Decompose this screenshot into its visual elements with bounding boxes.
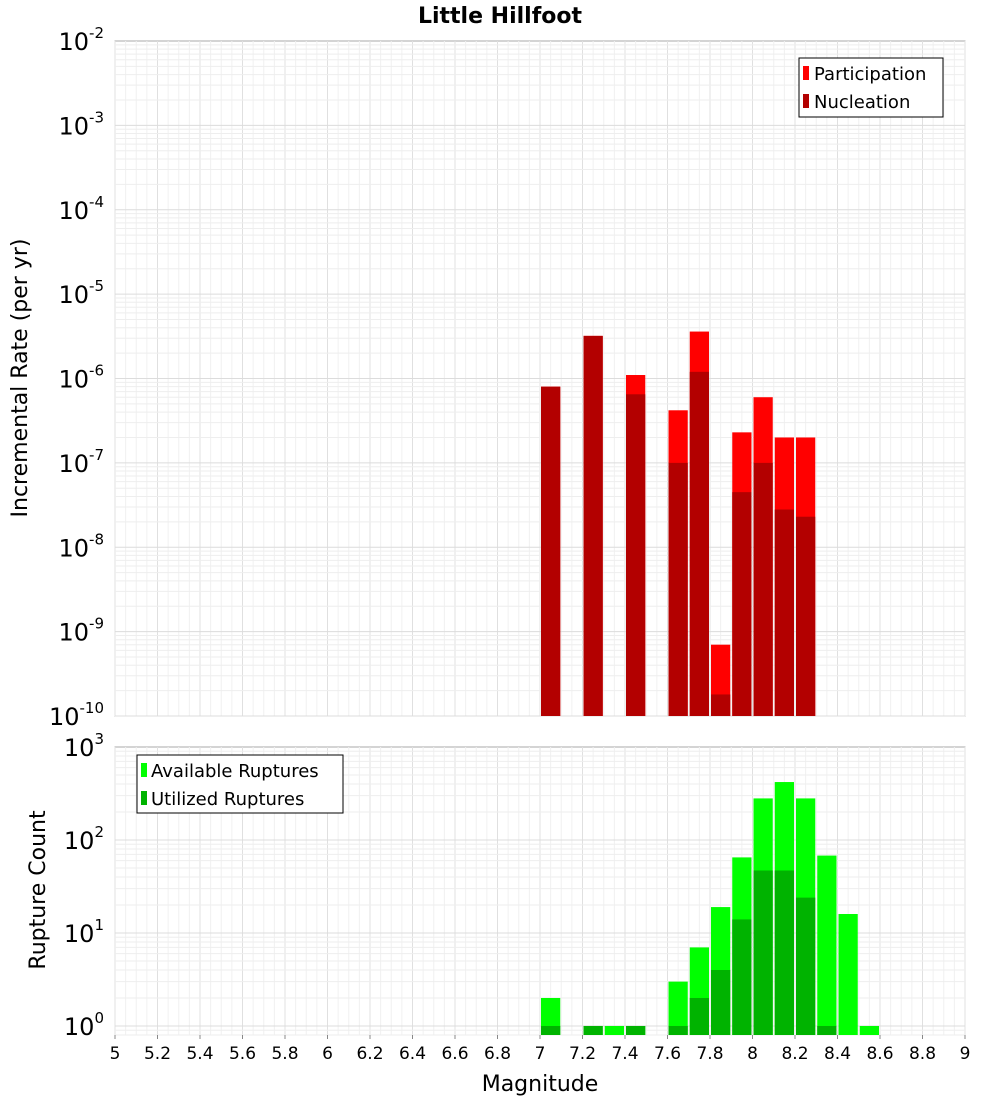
- x-tick-label: 6.6: [441, 1044, 468, 1064]
- bottom-y-tick-label: 102: [64, 823, 104, 855]
- top-y-tick-label: 10-7: [58, 446, 104, 478]
- top-y-tick-label: 10-4: [58, 193, 104, 225]
- x-tick-label: 9: [960, 1044, 971, 1064]
- rate-nucleation-bar: [583, 335, 603, 716]
- x-tick-label: 8: [747, 1044, 758, 1064]
- rate-nucleation-bar: [774, 509, 794, 716]
- bottom-y-tick-label: 101: [64, 916, 104, 948]
- rate-nucleation-bar: [732, 492, 752, 716]
- legend-swatch-participation: [803, 66, 809, 80]
- legend-swatch-utilized-ruptures: [141, 791, 147, 805]
- x-tick-label: 7.2: [569, 1044, 596, 1064]
- rate-nucleation-bar: [626, 394, 646, 716]
- count-utilized-ruptures-bar: [626, 1025, 646, 1035]
- rate-nucleation-bar: [796, 516, 816, 716]
- x-tick-label: 6: [322, 1044, 333, 1064]
- x-tick-label: 5.2: [144, 1044, 171, 1064]
- x-tick-label: 8.2: [781, 1044, 808, 1064]
- count-available-ruptures-bar: [604, 1025, 624, 1035]
- top-legend: Participation Nucleation: [798, 57, 944, 118]
- count-available-ruptures-bar: [817, 855, 837, 1035]
- top-y-tick-label: 10-10: [49, 699, 104, 731]
- legend-label-nucleation: Nucleation: [814, 92, 910, 113]
- count-utilized-ruptures-bar: [796, 897, 816, 1035]
- count-utilized-ruptures-bar: [732, 919, 752, 1035]
- count-utilized-ruptures-bar: [541, 1025, 561, 1035]
- x-tick-label: 5: [110, 1044, 121, 1064]
- x-tick-label: 7.4: [611, 1044, 638, 1064]
- top-y-tick-label: 10-9: [58, 615, 104, 647]
- top-y-ticks: 10-10 10-9 10-8 10-7 10-6 10-5 10-4 10-3 10-2: [49, 24, 104, 731]
- x-tick-label: 7: [535, 1044, 546, 1064]
- count-available-ruptures-bar: [838, 914, 858, 1035]
- x-tick-label: 5.8: [271, 1044, 298, 1064]
- legend-label-available-ruptures: Available Ruptures: [151, 761, 319, 782]
- count-utilized-ruptures-bar: [583, 1025, 603, 1035]
- count-available-ruptures-bar: [668, 981, 688, 1035]
- x-tick-label: 8.8: [909, 1044, 936, 1064]
- rate-nucleation-bar: [753, 462, 773, 717]
- bottom-y-axis-label: Rupture Count: [26, 810, 51, 970]
- x-tick-label: 6.4: [399, 1044, 426, 1064]
- x-tick-label: 8.6: [866, 1044, 893, 1064]
- legend-label-participation: Participation: [814, 64, 926, 85]
- count-utilized-ruptures-bar: [668, 1025, 688, 1035]
- bottom-y-tick-label: 100: [64, 1009, 104, 1041]
- top-y-tick-label: 10-5: [58, 277, 104, 309]
- chart-title: Little Hillfoot: [418, 4, 583, 29]
- bottom-y-ticks: 100 101 102 103: [64, 730, 104, 1041]
- rate-nucleation-bar: [711, 694, 731, 716]
- x-tick-label: 6.2: [356, 1044, 383, 1064]
- rate-nucleation-bar: [668, 462, 688, 717]
- bottom-legend: Available Ruptures Utilized Ruptures: [136, 754, 344, 814]
- top-y-axis-label: Incremental Rate (per yr): [8, 239, 33, 518]
- legend-label-utilized-ruptures: Utilized Ruptures: [151, 789, 304, 810]
- top-bars: [541, 331, 816, 717]
- count-available-ruptures-bar: [859, 1025, 879, 1035]
- count-utilized-ruptures-bar: [711, 970, 731, 1035]
- x-tick-label: 5.6: [229, 1044, 256, 1064]
- x-tick-label: 7.6: [654, 1044, 681, 1064]
- rate-nucleation-bar: [689, 371, 709, 716]
- bottom-legend-box: [136, 754, 344, 814]
- legend-swatch-available-ruptures: [141, 763, 147, 777]
- top-y-tick-label: 10-2: [58, 24, 104, 56]
- x-tick-label: 8.4: [824, 1044, 851, 1064]
- bottom-bars: [541, 782, 879, 1035]
- legend-swatch-nucleation: [803, 94, 809, 108]
- count-utilized-ruptures-bar: [753, 870, 773, 1035]
- top-grid: [114, 41, 966, 717]
- rate-nucleation-bar: [541, 386, 561, 716]
- top-y-tick-label: 10-6: [58, 362, 104, 394]
- top-y-tick-label: 10-3: [58, 108, 104, 140]
- x-axis-label: Magnitude: [482, 1072, 599, 1097]
- bottom-y-tick-label: 103: [64, 730, 104, 762]
- x-tick-label: 5.4: [186, 1044, 213, 1064]
- x-ticks: 5 5.2 5.4 5.6 5.8 6 6.2 6.4 6.6 6.8 7 7.2 7.4 7.6 7.8 8…: [110, 1035, 971, 1064]
- top-y-tick-label: 10-8: [58, 530, 104, 562]
- x-tick-label: 6.8: [484, 1044, 511, 1064]
- count-utilized-ruptures-bar: [774, 870, 794, 1035]
- count-available-ruptures-bar: [541, 997, 561, 1035]
- x-tick-label: 7.8: [696, 1044, 723, 1064]
- top-legend-box: [798, 57, 944, 118]
- count-utilized-ruptures-bar: [689, 997, 709, 1035]
- count-utilized-ruptures-bar: [817, 1025, 837, 1035]
